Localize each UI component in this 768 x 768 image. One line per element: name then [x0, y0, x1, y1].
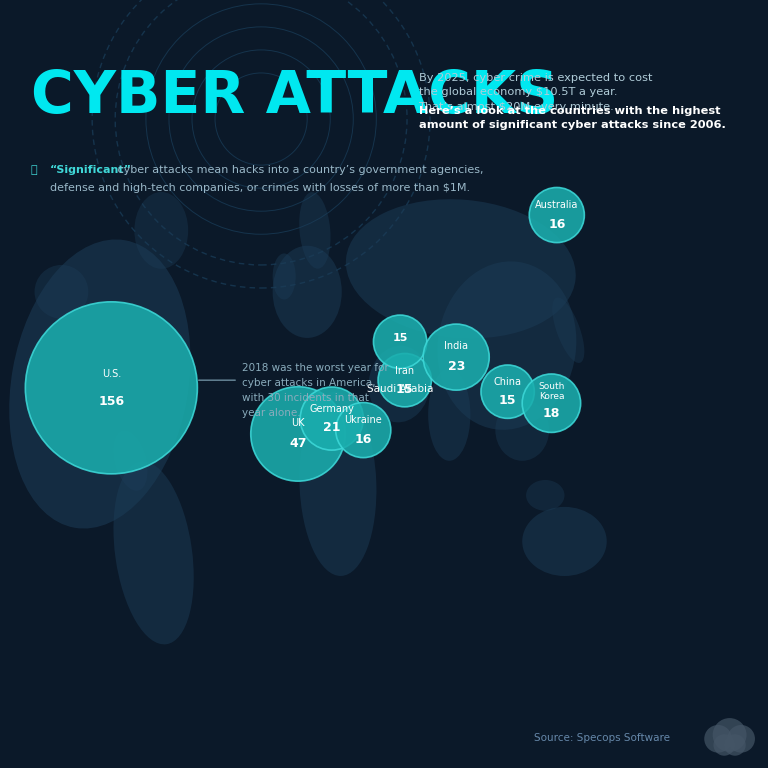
Ellipse shape	[300, 192, 330, 269]
Text: Saudi Arabia: Saudi Arabia	[367, 384, 433, 394]
Ellipse shape	[35, 265, 88, 319]
Ellipse shape	[552, 297, 584, 363]
Circle shape	[713, 734, 735, 756]
Text: U.S.: U.S.	[101, 369, 121, 379]
Text: Australia: Australia	[535, 200, 578, 210]
Text: Source: Specops Software: Source: Specops Software	[534, 733, 670, 743]
Circle shape	[522, 374, 581, 432]
Text: cyber attacks mean hacks into a country’s government agencies,: cyber attacks mean hacks into a country’…	[114, 165, 483, 175]
Text: defense and high-tech companies, or crimes with losses of more than $1M.: defense and high-tech companies, or crim…	[50, 183, 470, 193]
Text: ⓘ: ⓘ	[31, 165, 41, 175]
Ellipse shape	[369, 346, 430, 422]
Text: 16: 16	[355, 433, 372, 445]
Text: 21: 21	[323, 422, 340, 434]
Ellipse shape	[522, 507, 607, 576]
Ellipse shape	[114, 431, 147, 491]
Text: Iran: Iran	[396, 366, 414, 376]
Text: By 2025, cyber crime is expected to cost
the global economy $10.5T a year.
That’: By 2025, cyber crime is expected to cost…	[419, 73, 652, 112]
Ellipse shape	[273, 253, 296, 300]
Circle shape	[727, 725, 755, 753]
Circle shape	[251, 387, 345, 481]
Text: Here’s a look at the countries with the highest
amount of significant cyber atta: Here’s a look at the countries with the …	[419, 106, 726, 131]
Text: 16: 16	[548, 218, 565, 230]
Circle shape	[529, 187, 584, 243]
Ellipse shape	[428, 369, 470, 461]
Ellipse shape	[9, 240, 190, 528]
Ellipse shape	[134, 192, 188, 269]
Text: 23: 23	[448, 360, 465, 372]
Circle shape	[378, 353, 432, 407]
Text: Ukraine: Ukraine	[344, 415, 382, 425]
Text: South
Korea: South Korea	[538, 382, 564, 402]
Circle shape	[724, 734, 746, 756]
Text: India: India	[444, 341, 468, 352]
Ellipse shape	[526, 480, 564, 511]
Text: UK: UK	[291, 418, 305, 429]
Text: 156: 156	[98, 396, 124, 408]
Text: Germany: Germany	[310, 404, 354, 415]
Circle shape	[713, 718, 746, 752]
Text: 15: 15	[392, 333, 408, 343]
Ellipse shape	[438, 261, 576, 430]
Text: CYBER ATTACKS: CYBER ATTACKS	[31, 68, 558, 124]
Text: 47: 47	[290, 437, 306, 449]
Text: 15: 15	[499, 395, 516, 407]
Ellipse shape	[495, 399, 549, 461]
Text: 2018 was the worst year for
cyber attacks in America,
with 30 incidents in that
: 2018 was the worst year for cyber attack…	[242, 363, 389, 418]
Text: 18: 18	[543, 408, 560, 420]
Circle shape	[300, 387, 363, 450]
Text: China: China	[494, 376, 521, 387]
Circle shape	[25, 302, 197, 474]
Text: 15: 15	[396, 383, 413, 396]
Circle shape	[423, 324, 489, 390]
Ellipse shape	[273, 246, 342, 338]
Ellipse shape	[346, 199, 576, 339]
Circle shape	[336, 402, 391, 458]
Ellipse shape	[114, 462, 194, 644]
Ellipse shape	[300, 392, 376, 576]
Circle shape	[704, 725, 732, 753]
Text: “Significant”: “Significant”	[50, 165, 132, 175]
Circle shape	[373, 315, 427, 369]
Circle shape	[481, 365, 535, 419]
